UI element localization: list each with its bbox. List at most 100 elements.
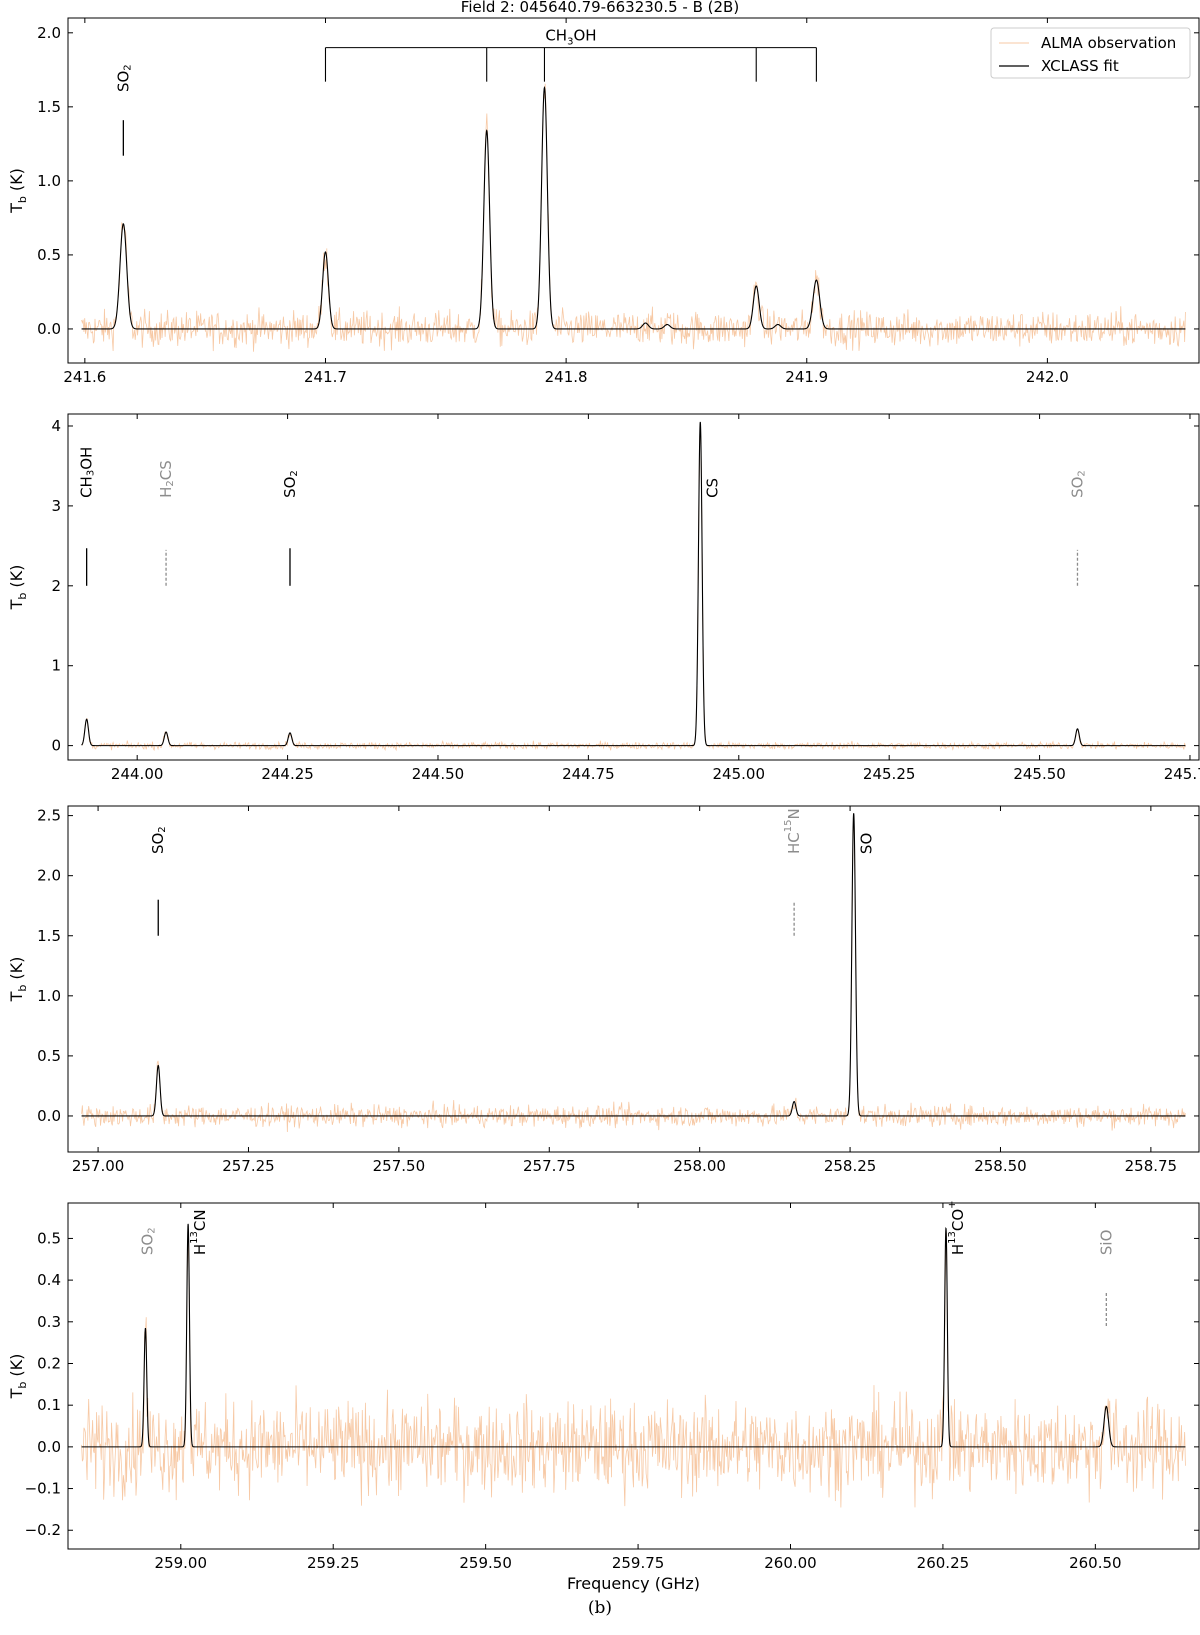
y-tick-label: 0.0: [37, 1438, 61, 1456]
y-axis-label: Tb (K): [7, 957, 29, 1003]
series-xclass-fit: [81, 86, 1186, 330]
y-tick-label: 1.0: [37, 172, 61, 190]
subscript: 2: [122, 64, 133, 70]
line-label-2: SO2: [280, 470, 300, 498]
line-label-2: H13CO+: [947, 1200, 967, 1255]
panel-1: 241.6 241.7 241.8 241.9 242.0 0.0 0.5 1.0 1.5 2.0…: [7, 17, 1200, 386]
x-tick-label: 244.25: [261, 765, 314, 783]
x-tick-label: 241.7: [304, 368, 347, 386]
plot-frame: [67, 17, 1200, 364]
x-tick-label: 244.75: [562, 765, 615, 783]
y-tick-label: 1.5: [37, 927, 61, 945]
x-tick-label: 245.25: [863, 765, 916, 783]
line-label-0: CH3OH: [77, 447, 97, 498]
line-label-3: SiO: [1097, 1230, 1115, 1256]
line-label-0: SO2: [149, 826, 169, 854]
y-axis-label: Tb (K): [7, 565, 29, 611]
plot-frame: [67, 805, 1200, 1153]
line-label-1: HC15N: [783, 808, 803, 854]
x-tick-label: 257.75: [523, 1157, 576, 1175]
x-tick-label: 257.00: [72, 1157, 125, 1175]
x-tick-label: 258.50: [974, 1157, 1027, 1175]
y-tick-label: 0.5: [37, 1047, 61, 1065]
x-tick-label: 260.00: [764, 1554, 817, 1572]
line-label-1: H2CS: [157, 460, 177, 498]
series-xclass-fit: [81, 421, 1186, 747]
x-axis-label: Frequency (GHz): [567, 1574, 700, 1593]
legend: ALMA observation XCLASS fit: [990, 27, 1191, 79]
line-label-3: CS: [703, 478, 721, 498]
y-tick-label: 1.0: [37, 987, 61, 1005]
x-tick-label: 245.75: [1164, 765, 1200, 783]
y-tick-label: 0.5: [37, 246, 61, 264]
y-axis-label: Tb (K): [7, 168, 29, 214]
y-tick-label: 2: [51, 577, 61, 595]
x-tick-label: 244.50: [412, 765, 465, 783]
x-tick-label: 242.0: [1026, 368, 1069, 386]
y-tick-label: −0.2: [25, 1521, 61, 1539]
figure-caption: (b): [587, 1598, 613, 1618]
legend-box: [990, 27, 1191, 79]
line-label-0: SO2: [114, 64, 133, 92]
plot-frame: [67, 413, 1200, 761]
y-tick-label: 2.0: [37, 24, 61, 42]
x-tick-label: 260.25: [917, 1554, 970, 1572]
y-tick-label: 2.0: [37, 867, 61, 885]
x-tick-label: 259.50: [459, 1554, 512, 1572]
y-tick-label: 0.0: [37, 1107, 61, 1125]
series-alma-observation: [81, 426, 1186, 752]
y-tick-label: 4: [51, 417, 61, 435]
x-tick-label: 241.6: [63, 368, 106, 386]
y-tick-label: 0.2: [37, 1354, 61, 1372]
x-tick-label: 257.25: [222, 1157, 275, 1175]
panel-2: 244.00 244.25 244.50 244.75 245.00 245.25 245.…: [7, 413, 1200, 783]
x-tick-label: 259.00: [155, 1554, 208, 1572]
x-tick-label: 257.50: [373, 1157, 426, 1175]
y-tick-label: 3: [51, 497, 61, 515]
x-tick-label: 258.25: [824, 1157, 877, 1175]
y-tick-label: 1: [51, 657, 61, 675]
legend-label: ALMA observation: [1041, 34, 1176, 52]
y-tick-label: 0.1: [37, 1396, 61, 1414]
series-alma-observation: [81, 83, 1186, 352]
line-label-0: SO2: [138, 1227, 158, 1255]
y-tick-label: 0.4: [37, 1271, 61, 1289]
subscript: 2: [289, 470, 300, 476]
series-alma-observation: [81, 1232, 1186, 1508]
y-tick-label: 2.5: [37, 807, 61, 825]
y-tick-label: 0: [51, 737, 61, 755]
x-tick-label: 259.25: [307, 1554, 360, 1572]
series-alma-observation: [81, 820, 1186, 1133]
subscript: 2: [165, 480, 176, 486]
x-tick-label: 241.8: [545, 368, 588, 386]
panel-4: 259.00 259.25 259.50 259.75 260.00 260.25 260.…: [7, 1200, 1200, 1593]
series-xclass-fit: [81, 813, 1186, 1117]
x-tick-label: 259.75: [612, 1554, 665, 1572]
x-tick-label: 241.9: [785, 368, 828, 386]
x-tick-label: 260.50: [1069, 1554, 1122, 1572]
subscript: 2: [157, 826, 168, 832]
figure-title: Field 2: 045640.79-663230.5 - B (2B): [461, 0, 739, 16]
x-tick-label: 244.00: [111, 765, 164, 783]
y-tick-label: 0.3: [37, 1313, 61, 1331]
legend-label: XCLASS fit: [1041, 57, 1119, 75]
y-tick-label: 0.0: [37, 320, 61, 338]
line-label-4: SO2: [1068, 470, 1088, 498]
bracket-label: CH3OH: [545, 27, 596, 48]
line-label-1: H13CN: [189, 1209, 209, 1255]
y-tick-label: 0.5: [37, 1229, 61, 1247]
x-tick-label: 258.00: [673, 1157, 726, 1175]
y-tick-label: −0.1: [25, 1480, 61, 1498]
y-axis-label: Tb (K): [7, 1354, 29, 1400]
panel-3: 257.00 257.25 257.50 257.75 258.00 258.25 258.…: [7, 805, 1200, 1175]
subscript: 3: [86, 470, 97, 476]
plot-frame: [67, 1202, 1200, 1550]
subscript: 2: [1076, 470, 1087, 476]
x-tick-label: 258.75: [1125, 1157, 1178, 1175]
y-tick-label: 1.5: [37, 98, 61, 116]
line-label-2: SO: [857, 833, 875, 854]
x-tick-label: 245.00: [713, 765, 766, 783]
subscript: 2: [146, 1227, 157, 1233]
x-tick-label: 245.50: [1013, 765, 1066, 783]
